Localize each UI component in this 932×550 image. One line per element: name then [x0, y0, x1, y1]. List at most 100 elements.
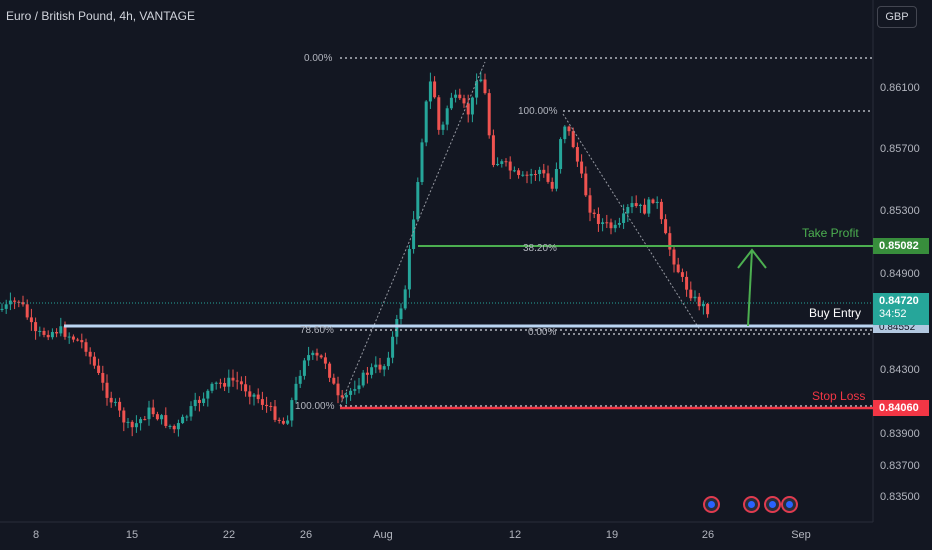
- x-axis-label: 26: [701, 529, 715, 541]
- x-axis-label: 12: [508, 529, 522, 541]
- candle-body: [118, 401, 122, 411]
- candle-body: [517, 170, 521, 176]
- candle-body: [575, 147, 579, 162]
- y-axis-label: 0.85700: [880, 143, 920, 155]
- candle-body: [130, 421, 134, 428]
- candle-body: [382, 366, 386, 370]
- candle-body: [433, 81, 437, 98]
- candle-body: [122, 410, 126, 423]
- candle-body: [701, 303, 705, 307]
- candle-body: [76, 339, 80, 341]
- candle-body: [214, 382, 218, 384]
- candle-body: [105, 382, 109, 398]
- y-axis-label: 0.84900: [880, 268, 920, 280]
- calendar-event-icon[interactable]: [764, 496, 781, 513]
- candle-body: [260, 399, 264, 405]
- candle-body: [462, 98, 466, 104]
- candle-body: [319, 355, 323, 358]
- candle-body: [349, 390, 353, 395]
- candle-body: [231, 377, 235, 381]
- candle-body: [218, 382, 222, 384]
- candle-body: [475, 81, 479, 98]
- candle-body: [323, 357, 327, 364]
- candle-body: [227, 377, 231, 387]
- candle-body: [34, 322, 38, 332]
- candle-body: [239, 381, 243, 385]
- x-axis-label: Sep: [791, 529, 811, 541]
- candle-body: [252, 394, 256, 397]
- candle-body: [281, 420, 285, 424]
- calendar-event-icon[interactable]: [781, 496, 798, 513]
- bar-countdown: 34:52: [879, 308, 907, 320]
- candle-body: [546, 173, 550, 182]
- candle-body: [454, 94, 458, 98]
- candle-body: [374, 364, 378, 368]
- candle-body: [202, 398, 206, 403]
- candle-body: [302, 360, 306, 376]
- candle-body: [294, 383, 298, 401]
- calendar-event-icon[interactable]: [743, 496, 760, 513]
- candle-body: [512, 170, 516, 172]
- x-axis-label: 22: [222, 529, 236, 541]
- stop-loss-price-tag: 0.84060: [873, 400, 929, 416]
- fib-right-0-label: 0.00%: [528, 327, 557, 338]
- candle-body: [466, 103, 470, 115]
- candle-body: [365, 372, 369, 375]
- candle-body: [449, 97, 453, 109]
- chart-title: Euro / British Pound, 4h, VANTAGE: [6, 9, 195, 23]
- candle-body: [668, 233, 672, 250]
- candle-body: [391, 336, 395, 358]
- candle-body: [273, 406, 277, 420]
- candle-body: [181, 416, 185, 424]
- x-axis-label: 15: [125, 529, 139, 541]
- candle-body: [428, 81, 432, 102]
- candle-body: [706, 303, 710, 315]
- candle-body: [550, 181, 554, 189]
- candle-body: [664, 219, 668, 234]
- candle-body: [445, 108, 449, 125]
- calendar-event-icon[interactable]: [703, 496, 720, 513]
- candle-body: [533, 174, 537, 176]
- candle-body: [638, 204, 642, 207]
- candle-body: [613, 224, 617, 229]
- candle-body: [353, 389, 357, 391]
- fib-right-382-label: 38.20%: [523, 243, 557, 254]
- candle-body: [470, 97, 474, 115]
- candle-body: [399, 308, 403, 320]
- candle-body: [626, 207, 630, 214]
- candle-body: [29, 317, 33, 323]
- y-axis-label: 0.83900: [880, 428, 920, 440]
- candle-body: [580, 161, 584, 174]
- candle-body: [277, 419, 281, 421]
- candle-body: [265, 404, 269, 407]
- candle-body: [689, 289, 693, 299]
- candle-body: [370, 367, 374, 375]
- candle-body: [235, 380, 239, 382]
- candle-body: [622, 213, 626, 223]
- candle-body: [8, 300, 12, 305]
- y-axis-label: 0.86100: [880, 82, 920, 94]
- candle-body: [500, 161, 504, 164]
- candle-body: [479, 79, 483, 82]
- currency-button[interactable]: GBP: [877, 6, 917, 28]
- candle-body: [647, 199, 651, 214]
- y-axis-label: 0.85300: [880, 205, 920, 217]
- fib-left-786-label: 78.60%: [300, 325, 334, 336]
- candle-body: [685, 276, 689, 290]
- candle-body: [596, 213, 600, 224]
- candle-body: [92, 356, 96, 366]
- candle-body: [395, 319, 399, 337]
- candle-body: [584, 173, 588, 196]
- candle-body: [139, 419, 143, 424]
- candle-body: [328, 363, 332, 378]
- candle-body: [676, 264, 680, 273]
- candle-body: [340, 395, 344, 398]
- candle-body: [361, 372, 365, 386]
- candle-body: [248, 391, 252, 397]
- candle-body: [407, 249, 411, 290]
- candle-body: [420, 142, 424, 183]
- candle-body: [344, 394, 348, 398]
- candle-body: [483, 79, 487, 94]
- candle-body: [168, 425, 172, 427]
